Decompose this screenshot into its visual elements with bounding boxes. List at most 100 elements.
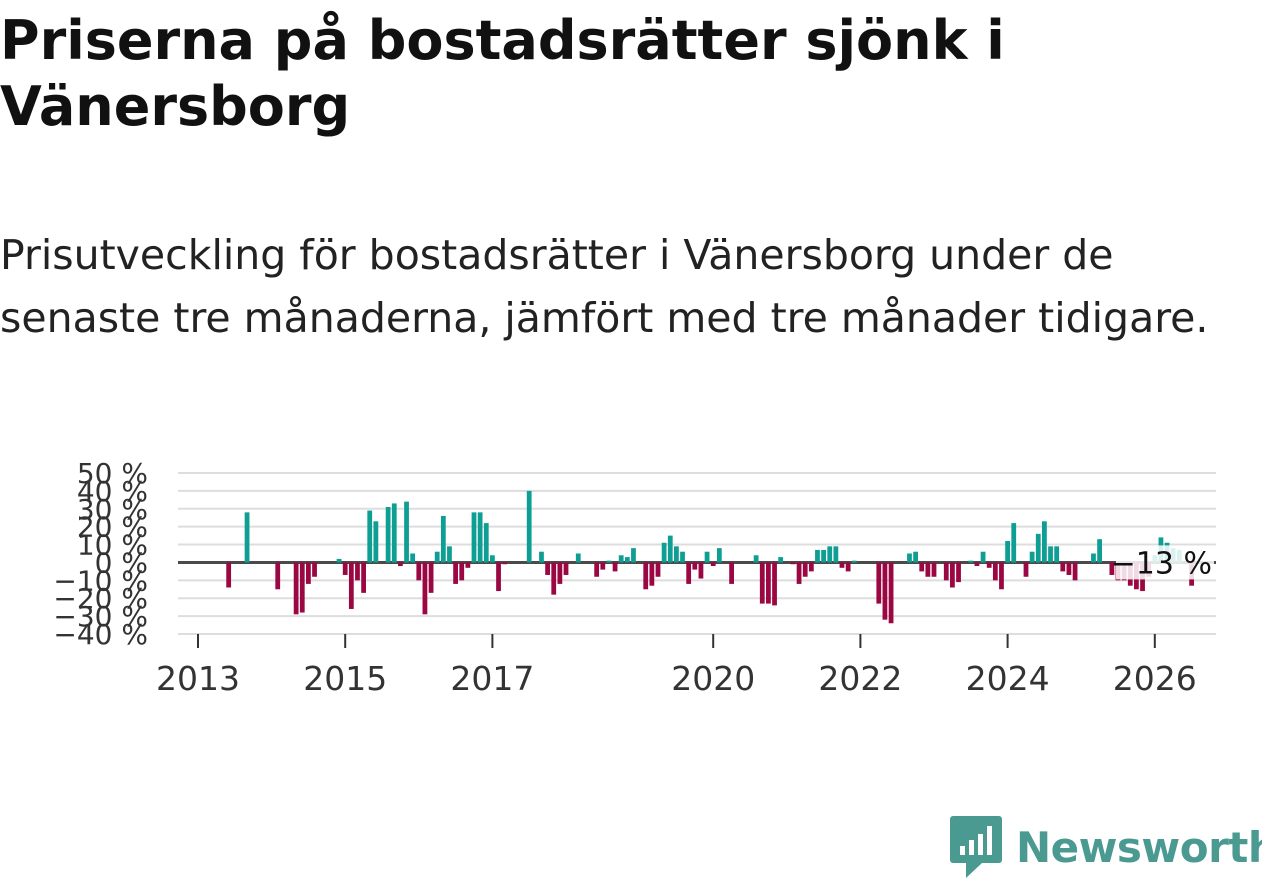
bar [839, 562, 845, 568]
x-axis: 2013 2015 2017 2020 2022 2024 2026 [156, 633, 1216, 698]
bar [956, 562, 961, 583]
bar-chart: 50 %40 %30 %20 %10 %0 %−10 %−20 %−30 %−4… [53, 457, 1216, 698]
bar [244, 512, 250, 563]
chart-title: Priserna på bostadsrätter sjönk i Väners… [0, 9, 1005, 138]
bar [980, 551, 986, 563]
gridlines [178, 472, 1216, 635]
bar [275, 562, 281, 590]
bar [312, 562, 317, 577]
bar [698, 562, 704, 579]
bar [986, 562, 992, 568]
bar [692, 562, 698, 570]
bar [999, 562, 1004, 590]
bar [674, 546, 679, 563]
bar [1072, 562, 1078, 581]
bar [526, 490, 532, 563]
bar [1048, 546, 1053, 563]
bar [440, 515, 446, 563]
bar [398, 562, 403, 567]
bar [483, 523, 489, 563]
bar [729, 562, 734, 584]
newsworthy-logo: Newsworthy [950, 816, 1262, 878]
bar [974, 562, 980, 567]
bar [624, 557, 630, 563]
bar [1097, 539, 1102, 563]
bar [968, 560, 974, 563]
bar [575, 553, 581, 563]
bar [306, 562, 311, 584]
bar [391, 503, 397, 563]
y-tick-label: −30 % [53, 600, 148, 633]
bar [594, 562, 600, 577]
bar [1035, 533, 1041, 563]
bar [563, 562, 569, 575]
bar [545, 562, 550, 575]
bar [796, 562, 802, 584]
bar [790, 562, 796, 565]
bar [226, 562, 232, 588]
y-tick-label: −40 % [53, 618, 148, 651]
bar [1023, 562, 1029, 577]
bar [606, 560, 612, 563]
bar [680, 551, 685, 563]
y-tick-label: 10 % [77, 529, 148, 562]
bar [477, 512, 483, 563]
bar [600, 562, 606, 570]
annotation: −13 % [1111, 545, 1214, 581]
bar [716, 548, 722, 563]
bar [1066, 562, 1072, 575]
bar [416, 562, 422, 581]
y-tick-label: 50 % [77, 457, 148, 490]
bar [815, 549, 820, 563]
bar [925, 562, 931, 577]
y-tick-label: −20 % [53, 582, 148, 615]
newsworthy-logo-icon [950, 816, 1002, 878]
bar [385, 506, 391, 563]
bar [612, 562, 618, 572]
bar [950, 562, 955, 588]
bar [502, 562, 508, 565]
bar [336, 558, 342, 563]
x-tick-label: 2015 [303, 659, 387, 698]
x-tick-label: 2026 [1113, 659, 1197, 698]
x-tick-label: 2013 [156, 659, 240, 698]
bar [821, 549, 826, 563]
bar [778, 557, 784, 563]
bar [649, 562, 655, 586]
bar [1091, 553, 1096, 563]
bar [631, 548, 636, 563]
bar [882, 562, 888, 620]
bar [704, 551, 710, 563]
bar [851, 560, 857, 563]
latest-value-label: −13 % [1111, 546, 1212, 581]
bar [913, 551, 918, 563]
y-tick-label: 40 % [77, 475, 148, 508]
bar [1042, 521, 1047, 563]
bar [1054, 546, 1060, 563]
y-tick-label: −10 % [53, 564, 148, 597]
bar [539, 551, 544, 563]
bar [655, 562, 661, 577]
bar [753, 555, 759, 563]
bar [802, 562, 808, 577]
bar [827, 546, 833, 563]
bar [342, 562, 348, 575]
y-tick-label: 20 % [77, 511, 148, 544]
bar [471, 512, 477, 563]
y-axis: 50 %40 %30 %20 %10 %0 %−10 %−20 %−30 %−4… [53, 457, 148, 651]
bar [772, 562, 777, 606]
bar [618, 555, 624, 563]
bar [410, 553, 416, 563]
bar [1005, 540, 1010, 563]
bar [888, 562, 894, 624]
bar [1109, 562, 1115, 575]
x-tick-label: 2017 [450, 659, 534, 698]
bar [453, 562, 458, 584]
bar [833, 546, 839, 563]
bar [459, 562, 465, 581]
bar [808, 562, 814, 572]
bar [361, 562, 366, 593]
bar [551, 562, 557, 595]
bar [845, 562, 851, 572]
bar [919, 562, 925, 572]
